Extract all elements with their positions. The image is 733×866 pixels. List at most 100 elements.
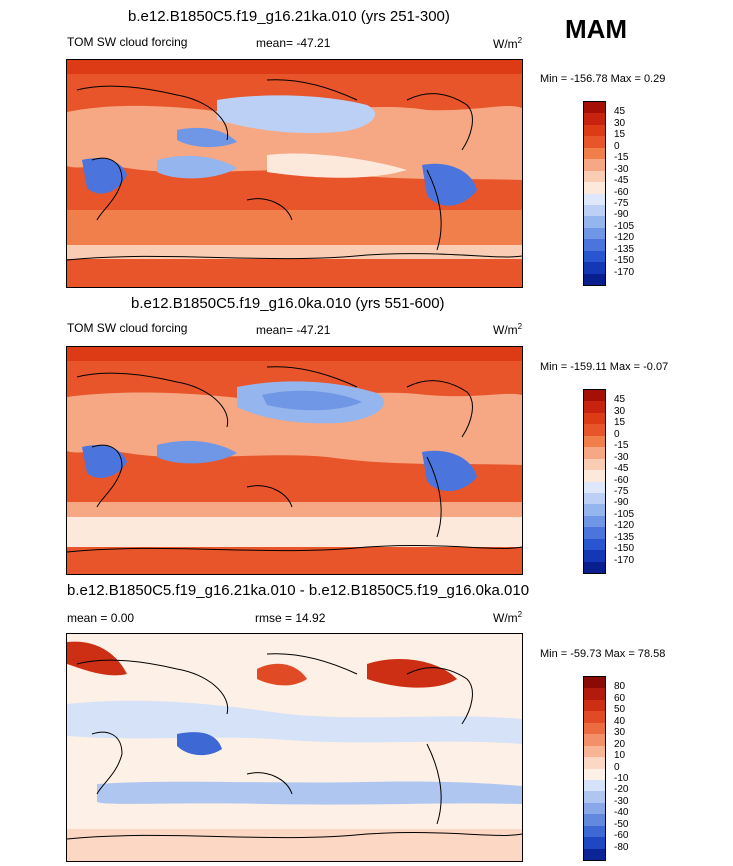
panel-1-pacific-light [267,153,407,178]
panel-2-africa-region [82,445,127,478]
colorbar-tick-label: 30 [614,405,626,417]
panel-1-north-pacific-cloud [217,95,376,134]
colorbar-box [584,458,605,471]
colorbar-box [584,193,605,205]
colorbar-tick-label: -105 [614,508,635,520]
colorbar-box [584,147,605,160]
panel-3-southern-negative [97,781,522,805]
colorbar-box [584,412,605,425]
colorbar-tick-label: -120 [614,232,635,244]
colorbar-box [584,113,605,125]
panel-2-colorbar-ticks: 45 30 15 0 -15 -30 -45 -60 -75 -90 -105 -120 -135 -15… [614,389,654,572]
colorbar-tick-label: 20 [614,738,626,750]
colorbar-tick-label: -45 [614,463,629,475]
panel-2-coastlines [67,366,522,553]
panel-3-npacific-positive [257,663,307,686]
panel-1-variable-label: TOM SW cloud forcing [67,35,188,49]
panel-3-maritime-negative [177,732,222,756]
colorbar-box [584,538,605,551]
colorbar-box [584,227,605,240]
colorbar-tick-label: -80 [614,841,629,853]
colorbar-box [584,124,605,137]
colorbar-box [584,470,605,482]
colorbar-box [584,515,605,528]
panel-2-mean-label: mean= -47.21 [256,323,331,337]
panel-2-colorbar [583,389,606,574]
colorbar-tick-label: -135 [614,243,635,255]
colorbar-box [584,561,605,573]
colorbar-tick-label: -120 [614,520,635,532]
panel-3-europe-positive [67,641,127,676]
colorbar-box [584,779,605,792]
colorbar-tick-label: 40 [614,715,626,727]
panel-3-min-max: Min = -59.73 Max = 78.58 [540,648,666,660]
colorbar-box [584,182,605,194]
colorbar-tick-label: -30 [614,795,629,807]
colorbar-tick-label: -40 [614,807,629,819]
colorbar-box [584,262,605,274]
panel-2-samerica-region [422,450,477,492]
colorbar-box [584,745,605,758]
colorbar-tick-label: -75 [614,197,629,209]
colorbar-tick-label: 80 [614,681,626,693]
colorbar-tick-label: -60 [614,474,629,486]
panel-1-africa-region [82,158,127,194]
panel-3-coastlines [67,653,522,840]
panel-3-antarctic-band [67,829,522,861]
colorbar-box [584,768,605,780]
colorbar-box [584,447,605,459]
colorbar-tick-label: -90 [614,209,629,221]
panel-2-map [66,346,523,575]
colorbar-tick-label: -15 [614,152,629,164]
panel-3-colorbar-ticks: 80 60 50 40 30 20 10 0 -10 -20 -30 -40 -50 -60 -80 [614,676,654,859]
panel-1-map [66,59,523,288]
panel-3-rmse-label: rmse = 14.92 [255,611,326,625]
panel-2-units: W/m2 [493,322,523,337]
panel-2-north-pacific-core [262,390,362,411]
panel-1-colorbar-ticks: 45 30 15 0 -15 -30 -45 -60 -75 -90 -105 -120 -135 -15… [614,101,654,284]
colorbar-box [584,239,605,251]
colorbar-tick-label: -30 [614,163,629,175]
panel-3-namerica-positive [367,659,457,688]
colorbar-tick-label: 0 [614,140,620,152]
colorbar-box [584,504,605,516]
colorbar-box [584,435,605,448]
colorbar-tick-label: 45 [614,106,626,118]
colorbar-tick-label: -10 [614,772,629,784]
colorbar-box [584,550,605,562]
colorbar-tick-label: 45 [614,394,626,406]
colorbar-box [584,273,605,285]
colorbar-box [584,825,605,838]
colorbar-tick-label: -170 [614,266,635,278]
colorbar-box [584,170,605,183]
panel-3-map [66,633,523,862]
colorbar-box [584,159,605,171]
colorbar-box [584,102,605,114]
colorbar-box [584,734,605,746]
colorbar-tick-label: 50 [614,704,626,716]
panel-1-indian-region [177,127,237,148]
season-label: MAM [565,14,628,44]
panel-1-colorbar [583,101,606,286]
panel-1-arctic-band [67,60,522,74]
colorbar-tick-label: -60 [614,186,629,198]
panel-2-arctic-band [67,347,522,361]
colorbar-tick-label: 30 [614,727,626,739]
colorbar-tick-label: 60 [614,692,626,704]
panel-1-title: b.e12.B1850C5.f19_g16.21ka.010 (yrs 251-… [128,8,450,25]
panel-1-antarctic-band [67,270,522,287]
panel-1-min-max: Min = -156.78 Max = 0.29 [540,73,666,85]
colorbar-box [584,757,605,769]
colorbar-box [584,136,605,148]
colorbar-box [584,424,605,436]
panel-1-southern-light-band [67,245,522,259]
colorbar-tick-label: -150 [614,255,635,267]
colorbar-box [584,481,605,493]
colorbar-box [584,492,605,505]
panel-2-southern-light-band [67,517,522,547]
colorbar-tick-label: 30 [614,117,626,129]
panel-3-tropical-negative [67,700,522,744]
colorbar-box [584,527,605,539]
colorbar-box [584,711,605,723]
colorbar-tick-label: -150 [614,543,635,555]
